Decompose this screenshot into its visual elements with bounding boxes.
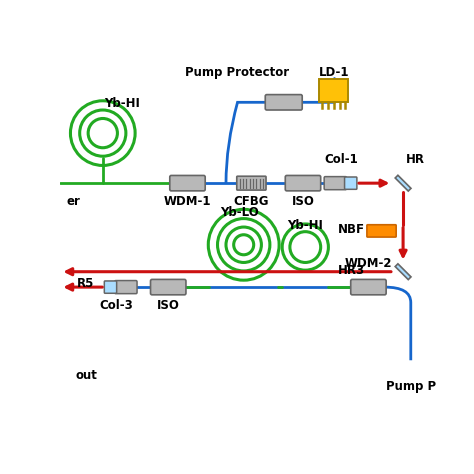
FancyBboxPatch shape xyxy=(115,281,137,294)
FancyBboxPatch shape xyxy=(319,79,348,102)
FancyBboxPatch shape xyxy=(170,175,205,191)
Text: ISO: ISO xyxy=(157,300,180,312)
FancyBboxPatch shape xyxy=(351,279,386,295)
FancyBboxPatch shape xyxy=(151,279,186,295)
Text: Col-3: Col-3 xyxy=(99,300,133,312)
Text: CFBG: CFBG xyxy=(234,195,269,209)
Text: Yb-LO: Yb-LO xyxy=(220,206,259,219)
Polygon shape xyxy=(395,175,411,191)
FancyBboxPatch shape xyxy=(345,177,357,189)
Text: Pump Protector: Pump Protector xyxy=(185,66,290,79)
Text: LD-1: LD-1 xyxy=(319,66,349,79)
FancyBboxPatch shape xyxy=(104,281,117,293)
FancyBboxPatch shape xyxy=(285,175,321,191)
Polygon shape xyxy=(395,264,411,280)
Text: ISO: ISO xyxy=(292,195,314,209)
Text: WDM-1: WDM-1 xyxy=(164,195,211,209)
FancyBboxPatch shape xyxy=(265,95,302,110)
FancyBboxPatch shape xyxy=(367,225,396,237)
Text: WDM-2: WDM-2 xyxy=(345,257,392,270)
Text: Pump P: Pump P xyxy=(386,380,436,392)
Text: NBF: NBF xyxy=(337,223,365,236)
Text: Yb-HI: Yb-HI xyxy=(104,97,140,110)
Text: er: er xyxy=(66,195,81,209)
Text: out: out xyxy=(76,369,98,382)
Text: Yb-HI: Yb-HI xyxy=(287,219,323,232)
Text: HR: HR xyxy=(406,153,425,166)
Text: R5: R5 xyxy=(77,277,95,290)
Text: HR3: HR3 xyxy=(337,264,365,277)
FancyBboxPatch shape xyxy=(324,177,346,190)
FancyBboxPatch shape xyxy=(237,176,266,190)
Text: Col-1: Col-1 xyxy=(325,153,358,166)
